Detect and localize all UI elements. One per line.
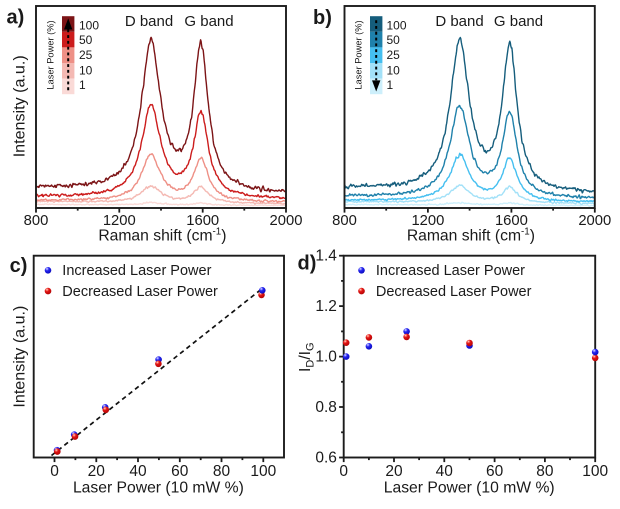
svg-text:1.0: 1.0	[315, 349, 337, 366]
svg-text:0: 0	[339, 463, 348, 480]
svg-text:1200: 1200	[411, 213, 444, 229]
svg-text:Laser Power (%): Laser Power (%)	[45, 20, 55, 89]
svg-text:1600: 1600	[495, 213, 528, 229]
svg-text:50: 50	[387, 33, 401, 47]
svg-text:1: 1	[79, 78, 86, 92]
svg-text:Laser Power (10 mW %): Laser Power (10 mW %)	[73, 479, 244, 496]
svg-text:40: 40	[436, 463, 454, 480]
svg-text:0.6: 0.6	[315, 449, 337, 466]
svg-text:1200: 1200	[103, 213, 136, 229]
svg-text:Decreased Laser Power: Decreased Laser Power	[376, 284, 532, 300]
svg-text:b): b)	[313, 7, 332, 29]
svg-text:25: 25	[387, 48, 401, 62]
svg-text:D band: D band	[435, 13, 483, 30]
svg-text:2000: 2000	[270, 213, 303, 229]
svg-text:80: 80	[213, 463, 231, 480]
svg-text:Intensity (a.u.): Intensity (a.u.)	[10, 306, 28, 408]
svg-text:Decreased Laser Power: Decreased Laser Power	[62, 284, 218, 300]
svg-text:1.2: 1.2	[315, 298, 337, 315]
svg-text:0: 0	[50, 463, 59, 480]
svg-text:Laser Power (%): Laser Power (%)	[354, 20, 364, 89]
svg-text:G band: G band	[494, 13, 543, 30]
svg-text:20: 20	[385, 463, 403, 480]
svg-text:Increased Laser Power: Increased Laser Power	[62, 263, 211, 279]
svg-text:100: 100	[79, 18, 99, 32]
svg-text:10: 10	[79, 64, 93, 78]
svg-text:0.8: 0.8	[315, 399, 337, 416]
svg-text:50: 50	[79, 33, 93, 47]
svg-text:Raman shift (cm-1): Raman shift (cm-1)	[98, 226, 226, 244]
svg-text:1600: 1600	[186, 213, 219, 229]
svg-text:Laser Power (10 mW %): Laser Power (10 mW %)	[384, 479, 555, 496]
svg-text:Increased Laser Power: Increased Laser Power	[376, 263, 525, 279]
svg-text:40: 40	[129, 463, 147, 480]
svg-text:100: 100	[387, 18, 407, 32]
svg-text:80: 80	[536, 463, 554, 480]
svg-text:100: 100	[250, 463, 276, 480]
svg-text:20: 20	[88, 463, 106, 480]
svg-text:Raman shift (cm-1): Raman shift (cm-1)	[407, 226, 535, 244]
svg-text:G band: G band	[184, 13, 233, 30]
svg-text:1.4: 1.4	[315, 248, 337, 265]
svg-text:60: 60	[171, 463, 189, 480]
svg-text:c): c)	[10, 255, 28, 277]
svg-text:60: 60	[486, 463, 504, 480]
svg-text:25: 25	[79, 48, 93, 62]
svg-text:D band: D band	[125, 13, 173, 30]
svg-text:d): d)	[298, 252, 317, 274]
svg-text:Intensity (a.u.): Intensity (a.u.)	[10, 55, 28, 157]
svg-text:100: 100	[582, 463, 608, 480]
svg-text:2000: 2000	[578, 213, 611, 229]
svg-text:a): a)	[7, 7, 25, 29]
svg-text:10: 10	[387, 64, 401, 78]
svg-text:800: 800	[24, 213, 49, 229]
svg-text:800: 800	[332, 213, 357, 229]
svg-text:1: 1	[387, 78, 394, 92]
